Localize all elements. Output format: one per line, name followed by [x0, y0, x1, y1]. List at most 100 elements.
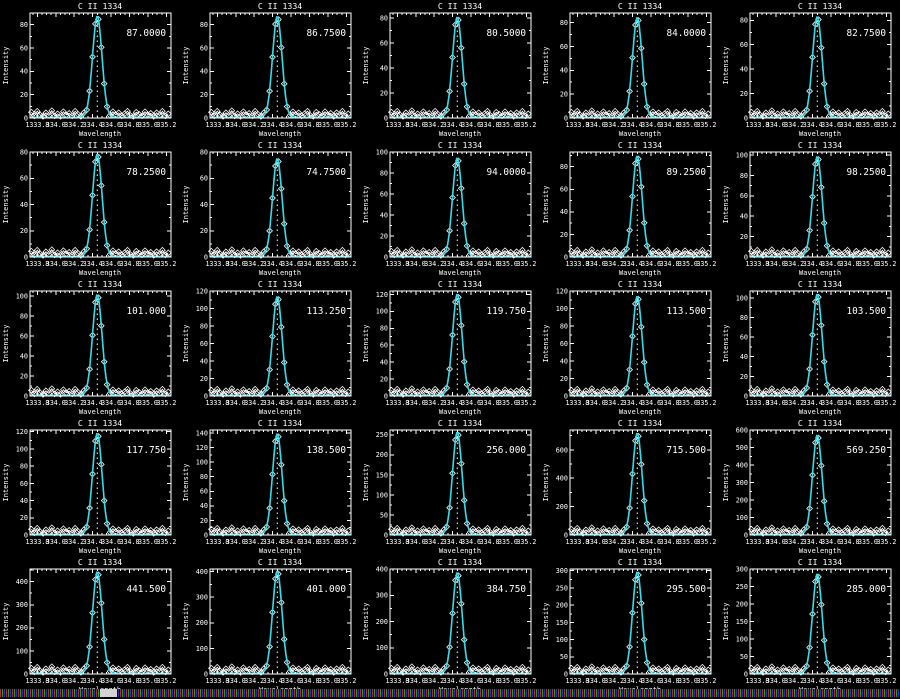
x-tick-label: 334.2 — [604, 399, 624, 407]
y-tick-label: 60 — [380, 190, 388, 198]
x-tick-label: 334.8 — [840, 538, 860, 546]
spectrum-plot: 0 20 40 60 80 1333.8334.0334.2334.4334.6334.8… — [722, 1, 896, 138]
y-tick-label: 0 — [24, 670, 28, 678]
spectrum-plot: 0204060801001201333.8334.0334.2334.4334.… — [2, 418, 176, 555]
x-tick-label: 334.2 — [784, 260, 804, 268]
x-tick-label: 335.2 — [696, 677, 716, 685]
x-tick-label: 335.0 — [498, 260, 518, 268]
x-tick-label: 334.2 — [604, 260, 624, 268]
axes-frame — [29, 290, 172, 397]
y-tick-label: 60 — [20, 332, 28, 340]
x-tick-label: 335.0 — [498, 121, 518, 129]
x-tick-label: 334.0 — [406, 260, 426, 268]
x-tick-label: 335.0 — [318, 399, 338, 407]
panel-title: C II 1334 — [438, 1, 482, 11]
y-tick-label: 0 — [204, 531, 208, 539]
x-tick-label: 335.0 — [678, 399, 698, 407]
x-tick-label: 334.0 — [226, 538, 246, 546]
x-tick-label: 334.4 — [263, 121, 283, 129]
y-tick-label: 40 — [380, 211, 388, 219]
y-tick-label: 100 — [16, 647, 28, 655]
spectrum-plot: 0501001502002501333.8334.0334.2334.4334.… — [362, 418, 536, 555]
panel-title: C II 1334 — [618, 279, 662, 289]
y-tick-label: 0 — [24, 531, 28, 539]
x-tick-label: 334.8 — [300, 121, 320, 129]
y-tick-label: 80 — [200, 148, 208, 156]
spectrum-plot: 0204060801001201333.8334.0334.2334.4334.… — [182, 279, 356, 416]
y-tick-label: 80 — [740, 172, 748, 180]
x-axis-label: Wavelength — [259, 269, 301, 277]
spectrum-panel-23: 0 100 200 300 400 1333.8 334.0 334.2 334.4 334.6 3… — [360, 556, 540, 695]
y-tick-label: 80 — [740, 17, 748, 25]
fit-peak-value: 715.500 — [666, 445, 706, 456]
spectrum-plot: 0501001502002503001333.8334.0334.2334.43… — [722, 557, 896, 694]
x-tick-label: 334.0 — [406, 121, 426, 129]
x-tick-label: 1333.8 — [745, 677, 769, 685]
y-tick-label: 60 — [380, 342, 388, 350]
fit-peak-value: 138.500 — [306, 445, 346, 456]
x-tick-label: 334.0 — [226, 399, 246, 407]
y-tick-label: 20 — [20, 91, 28, 99]
axes-frame — [29, 568, 172, 675]
fit-peak-value: 74.7500 — [306, 167, 346, 178]
y-tick-label: 300 — [196, 594, 208, 602]
x-tick-label: 334.2 — [784, 121, 804, 129]
x-tick-label: 335.0 — [498, 538, 518, 546]
x-axis-label: Wavelength — [79, 130, 121, 138]
x-tick-label: 335.0 — [318, 538, 338, 546]
y-tick-label: 100 — [556, 636, 568, 644]
y-tick-label: 0 — [564, 670, 568, 678]
spectrum-panel-25: 0 50 100 150 200 250 300 1333.8 334.0 334.2 334.4 3… — [720, 556, 900, 695]
y-tick-label: 40 — [380, 359, 388, 367]
x-tick-label: 335.0 — [138, 260, 158, 268]
x-tick-label: 334.8 — [120, 538, 140, 546]
y-tick-label: 40 — [200, 357, 208, 365]
x-tick-label: 1333.8 — [25, 677, 49, 685]
spectrum-panel-22: 0 100 200 300 400 1333.8 334.0 334.2 334.4 334.6 3… — [180, 556, 360, 695]
panel-title: C II 1334 — [798, 557, 842, 567]
panel-title: C II 1334 — [78, 279, 122, 289]
x-axis-label: Wavelength — [619, 269, 661, 277]
y-tick-label: 0 — [384, 531, 388, 539]
x-tick-label: 334.8 — [840, 121, 860, 129]
x-tick-label: 334.8 — [480, 677, 500, 685]
x-tick-label: 334.6 — [461, 677, 481, 685]
x-tick-label: 334.2 — [244, 677, 264, 685]
x-tick-label: 334.4 — [443, 260, 463, 268]
x-tick-label: 334.4 — [83, 677, 103, 685]
axes-frame — [569, 151, 712, 258]
y-tick-label: 120 — [16, 428, 28, 436]
y-tick-label: 0 — [564, 114, 568, 122]
spectrum-panel-9: 0 20 40 60 80 1333.8 334.0 334.2 334.4 334.6 334.8… — [540, 139, 720, 278]
y-tick-label: 50 — [740, 653, 748, 661]
x-tick-label: 1333.8 — [745, 260, 769, 268]
y-tick-label: 20 — [20, 372, 28, 380]
y-tick-label: 20 — [740, 233, 748, 241]
y-tick-label: 40 — [740, 353, 748, 361]
y-tick-label: 0 — [744, 531, 748, 539]
axes-frame — [209, 568, 352, 675]
y-tick-label: 100 — [16, 445, 28, 453]
x-tick-label: 334.8 — [660, 260, 680, 268]
y-axis-label: Intensity — [722, 186, 730, 224]
x-axis-label: Wavelength — [799, 408, 841, 416]
x-tick-label: 335.2 — [516, 121, 536, 129]
fit-peak-value: 98.2500 — [846, 167, 886, 178]
x-tick-label: 1333.8 — [205, 399, 229, 407]
y-tick-label: 120 — [196, 287, 208, 295]
x-tick-label: 335.2 — [156, 538, 176, 546]
y-axis-label: Intensity — [722, 325, 730, 363]
y-tick-label: 20 — [380, 375, 388, 383]
x-tick-label: 334.8 — [840, 260, 860, 268]
y-tick-label: 60 — [200, 340, 208, 348]
fit-peak-value: 295.500 — [666, 584, 706, 595]
x-tick-label: 334.8 — [300, 260, 320, 268]
x-tick-label: 334.8 — [660, 538, 680, 546]
x-tick-label: 1333.8 — [565, 260, 589, 268]
x-tick-label: 334.4 — [443, 538, 463, 546]
x-tick-label: 334.0 — [766, 260, 786, 268]
panel-title: C II 1334 — [798, 1, 842, 11]
panel-title: C II 1334 — [798, 140, 842, 150]
x-tick-label: 1333.8 — [25, 538, 49, 546]
y-tick-label: 0 — [204, 114, 208, 122]
